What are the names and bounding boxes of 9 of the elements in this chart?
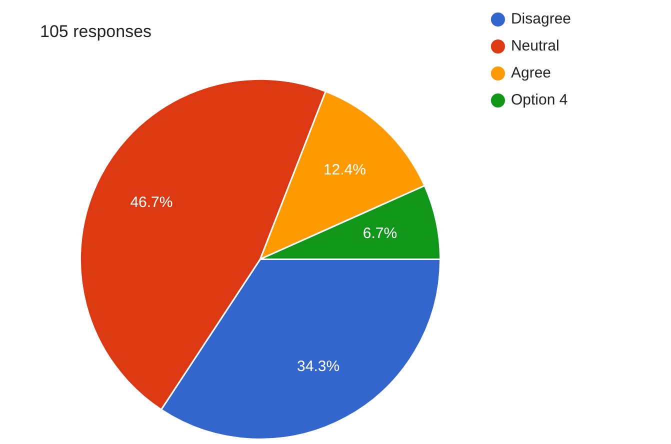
legend-label: Disagree xyxy=(510,10,571,28)
legend-label: Neutral xyxy=(510,38,560,55)
legend-label: Agree xyxy=(510,64,551,82)
data-label: 12.4% xyxy=(323,162,366,179)
text: 105 responses xyxy=(40,22,152,41)
data-label: 6.7% xyxy=(362,224,398,242)
data-label: 46.7% xyxy=(130,194,173,212)
legend-label: Option 4 xyxy=(510,92,568,109)
data-label: 34.3% xyxy=(297,358,340,376)
